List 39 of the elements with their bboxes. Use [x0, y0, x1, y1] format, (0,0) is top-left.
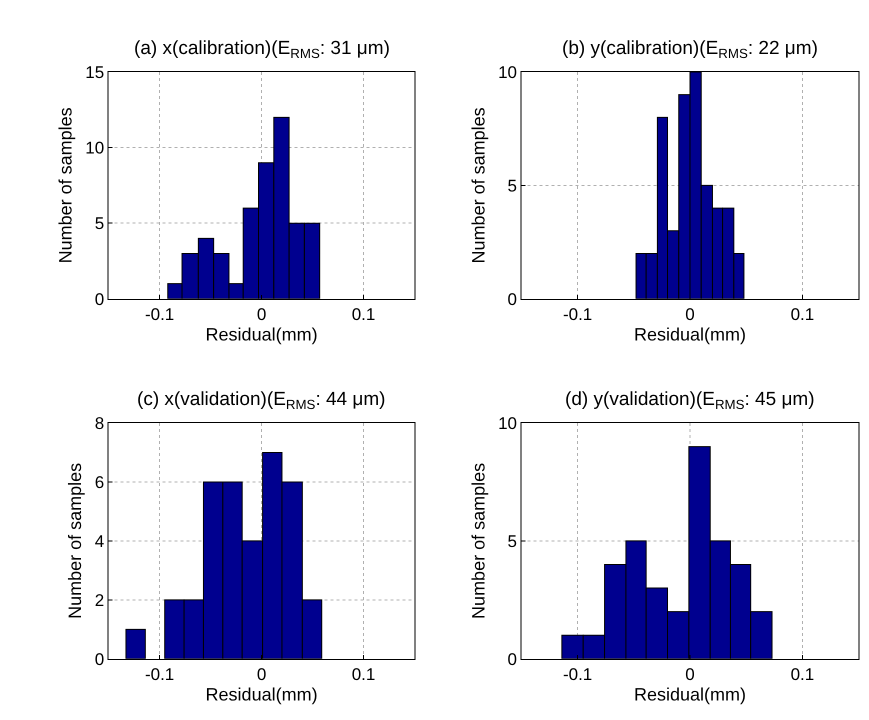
- y-axis-title: Number of samples: [468, 462, 488, 619]
- x-axis-title: Residual(mm): [634, 684, 746, 704]
- y-tick-label: 5: [508, 176, 517, 196]
- y-tick-label: 15: [85, 62, 104, 82]
- y-axis-title: Number of samples: [56, 107, 76, 264]
- y-axis-title: Number of samples: [468, 107, 488, 264]
- x-tick-label: 0.1: [790, 665, 814, 684]
- y-tick-label: 0: [94, 290, 104, 309]
- y-tick-label: 2: [94, 590, 104, 610]
- chart-title: (a) x(calibration)(E$_{RMS}$: 31 μm): [134, 38, 390, 61]
- x-tick-label: 0: [685, 665, 695, 684]
- x-tick-label: -0.1: [562, 305, 592, 324]
- x-tick-label: 0: [256, 665, 266, 684]
- chart-title: (d) y(validation)(E$_{RMS}$: 45 μm): [565, 389, 815, 412]
- y-tick-label: 0: [508, 290, 517, 309]
- chart-title: (b) y(calibration)(E$_{RMS}$: 22 μm): [562, 38, 818, 61]
- x-axis-title: Residual(mm): [634, 324, 746, 344]
- x-tick-label: -0.1: [144, 665, 174, 684]
- chart-title: (c) x(validation)(E$_{RMS}$: 44 μm): [137, 389, 386, 412]
- y-tick-label: 0: [94, 650, 104, 669]
- y-tick-label: 8: [94, 414, 104, 433]
- x-tick-label: 0.1: [352, 305, 376, 324]
- x-tick-label: 0.1: [352, 665, 376, 684]
- y-tick-label: 6: [94, 472, 104, 492]
- x-tick-label: 0: [256, 305, 266, 324]
- x-tick-label: 0.1: [790, 305, 814, 324]
- y-tick-label: 10: [498, 62, 517, 82]
- x-axis-title: Residual(mm): [206, 324, 318, 344]
- y-axis-title: Number of samples: [64, 462, 85, 619]
- y-tick-label: 10: [85, 138, 104, 158]
- y-tick-label: 4: [94, 532, 104, 551]
- x-tick-label: -0.1: [562, 665, 592, 684]
- x-tick-label: -0.1: [144, 305, 174, 324]
- y-tick-label: 0: [508, 650, 517, 669]
- y-tick-label: 5: [94, 214, 104, 234]
- x-axis-title: Residual(mm): [206, 684, 318, 704]
- y-tick-label: 10: [498, 414, 517, 433]
- y-tick-label: 5: [508, 532, 517, 551]
- x-tick-label: 0: [685, 305, 695, 324]
